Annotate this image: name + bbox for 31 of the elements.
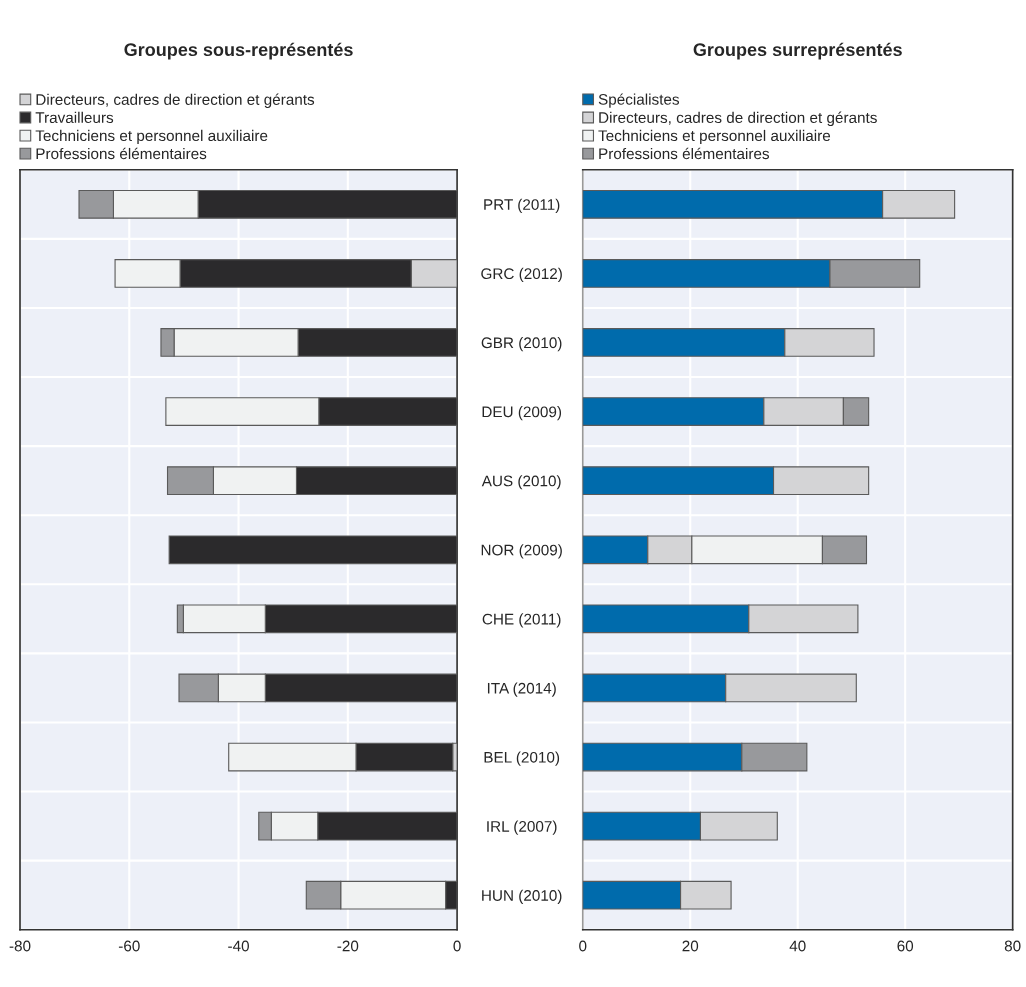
y-tick-label: CHE (2011) — [482, 613, 561, 628]
y-tick-label: BEL (2010) — [484, 751, 560, 766]
x-tick-label: 80 — [1004, 940, 1021, 952]
x-tick-label: -60 — [118, 940, 140, 952]
x-tick-label: -40 — [228, 940, 249, 952]
y-tick-label: HUN (2010) — [482, 889, 562, 904]
legend-label: Professions élémentaires — [599, 147, 770, 160]
y-tick-label: NOR (2009) — [481, 544, 562, 559]
x-tick-label: 0 — [453, 940, 461, 952]
y-tick-label: PRT (2011) — [484, 198, 560, 214]
chart-title: Groupes surreprésentés — [693, 42, 902, 60]
y-tick-label: IRL (2007) — [487, 820, 557, 835]
x-tick-label: -80 — [9, 940, 31, 952]
y-tick-label: ITA (2014) — [487, 682, 556, 697]
x-tick-label: 60 — [897, 940, 914, 952]
legend-label: Directeurs, cadres de direction et gérants — [599, 111, 877, 127]
legend-label: Professions élémentaires — [36, 147, 207, 160]
y-tick-label: DEU (2009) — [482, 406, 562, 421]
legend-label: Techniciens et personnel auxiliaire — [598, 129, 831, 145]
legend-label: Spécialistes — [598, 93, 680, 108]
x-tick-label: 40 — [789, 940, 806, 952]
y-tick-label: AUS (2010) — [481, 475, 561, 490]
legend-label: Techniciens et personnel auxiliaire — [35, 129, 268, 145]
y-tick-label: GRC (2012) — [481, 267, 562, 283]
x-tick-label: -20 — [337, 940, 359, 952]
legend-label: Directeurs, cadres de direction et gérants — [36, 93, 315, 108]
legend-label: Travailleurs — [35, 111, 114, 124]
x-tick-label: 20 — [682, 940, 699, 952]
chart-title: Groupes sous-représentés — [124, 42, 353, 60]
y-tick-label: GBR (2010) — [481, 336, 562, 352]
x-tick-label: 0 — [579, 940, 587, 952]
